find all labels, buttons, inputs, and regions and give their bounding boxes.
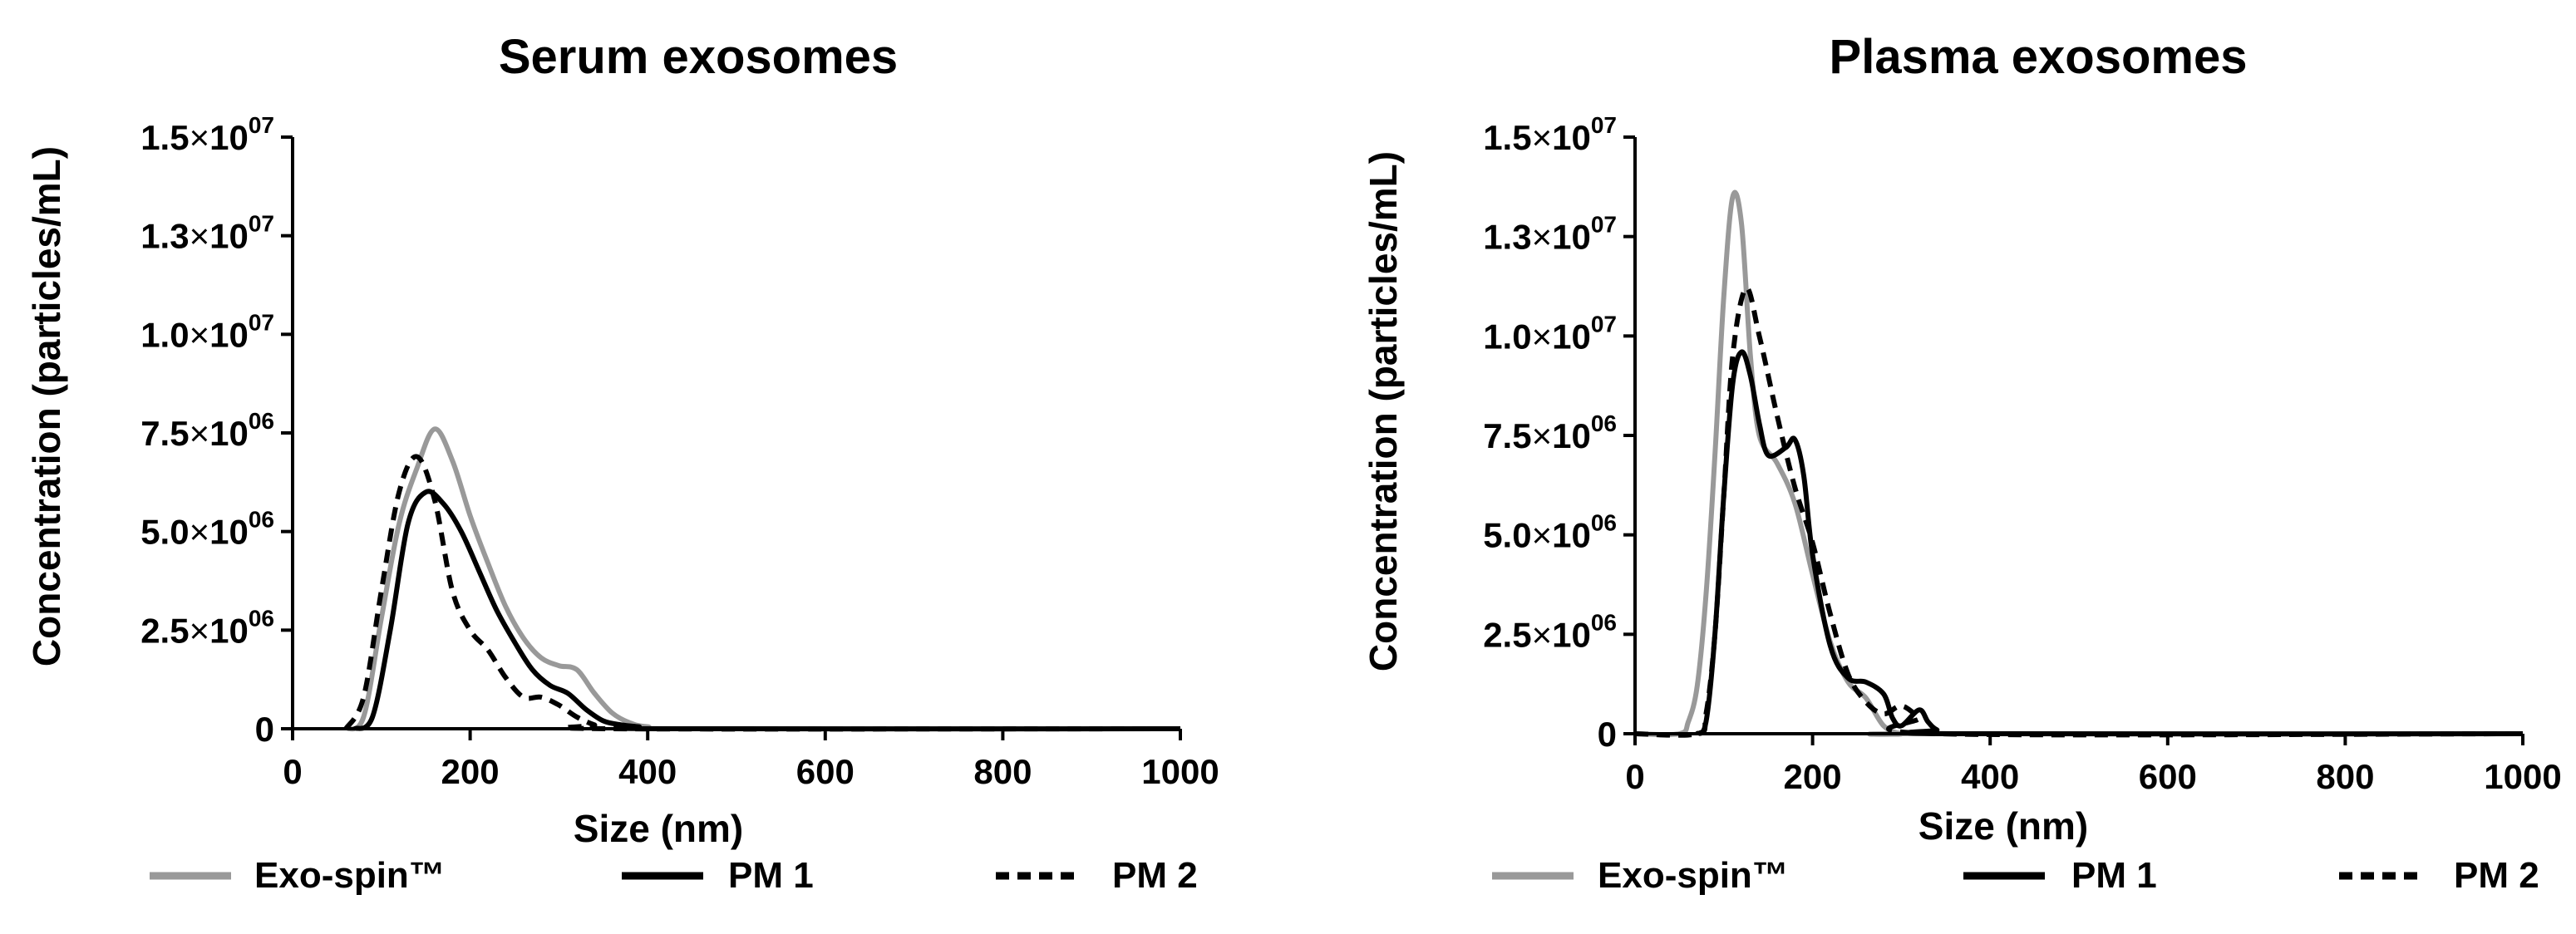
x-tick-label: 600	[2139, 757, 2197, 796]
legend-label: Exo-spin™	[254, 855, 446, 896]
legend-label: PM 2	[1112, 855, 1198, 896]
y-axis-label: Concentration (particles/mL)	[1362, 151, 1405, 671]
series-lines	[1634, 189, 2524, 738]
y-tick-label: 1.5×1007	[1483, 112, 1617, 157]
x-tick-label: 0	[283, 752, 302, 791]
series-lines	[343, 426, 1181, 732]
y-tick-label: 2.5×1006	[1483, 609, 1617, 654]
series-line-2	[1695, 349, 2524, 737]
y-tick-label: 0	[1598, 715, 1617, 754]
legend-label: PM 1	[2071, 855, 2157, 896]
x-tick-label: 400	[618, 752, 677, 791]
serum-exosomes-chart: Serum exosomes Concentration (particles/…	[25, 30, 1219, 896]
y-tick-label: 1.0×1007	[140, 309, 274, 354]
y-tick-label: 7.5×1006	[140, 408, 274, 453]
y-tick-label: 1.5×1007	[140, 112, 274, 157]
x-tick-label: 800	[2316, 757, 2374, 796]
series-line-3	[343, 454, 1181, 732]
y-tick-label: 7.5×1006	[1483, 410, 1617, 455]
x-tick-label: 0	[1625, 757, 1644, 796]
y-tick-label: 1.0×1007	[1483, 311, 1617, 356]
x-tick-label: 400	[1961, 757, 2019, 796]
chart-title: Plasma exosomes	[1830, 30, 2248, 84]
legend-label: PM 1	[728, 855, 814, 896]
legend-label: PM 2	[2454, 855, 2539, 896]
x-tick-label: 200	[441, 752, 500, 791]
x-axis-label: Size (nm)	[574, 807, 743, 850]
x-tick-label: 600	[796, 752, 855, 791]
legend-label: Exo-spin™	[1598, 855, 1789, 896]
y-tick-label: 5.0×1006	[1483, 510, 1617, 555]
series-line-1	[344, 426, 1181, 732]
legend: Exo-spin™ PM 1 PM 2	[150, 855, 1198, 896]
x-axis-label: Size (nm)	[1918, 804, 2088, 848]
x-tick-label: 1000	[1141, 752, 1219, 791]
y-axis-label: Concentration (particles/mL)	[25, 146, 68, 666]
y-tick-label: 2.5×1006	[140, 605, 274, 650]
legend: Exo-spin™ PM 1 PM 2	[1492, 855, 2539, 896]
y-tick-label: 1.3×1007	[1483, 212, 1617, 257]
x-tick-label: 1000	[2484, 757, 2561, 796]
series-line-2	[353, 489, 1181, 732]
x-tick-label: 200	[1784, 757, 1842, 796]
axes	[291, 137, 1180, 730]
series-line-3	[1634, 285, 2524, 738]
y-tick-label: 0	[255, 710, 274, 749]
plasma-exosomes-chart: Plasma exosomes Concentration (particles…	[1362, 30, 2562, 896]
x-tick-label: 800	[973, 752, 1032, 791]
series-line-1	[1634, 189, 2523, 738]
chart-title: Serum exosomes	[499, 30, 898, 84]
y-tick-label: 1.3×1007	[140, 211, 274, 256]
y-tick-label: 5.0×1006	[140, 507, 274, 552]
axis-ticks: 0 200 400 600 800 1000 0 2.5×1006 5.0×1006 7.5×10…	[140, 112, 1219, 791]
axis-ticks: 0 200 400 600 800 1000 0 2.5×1006 5.0×1006 7.5×10…	[1483, 112, 2562, 796]
axes	[1633, 137, 2523, 735]
